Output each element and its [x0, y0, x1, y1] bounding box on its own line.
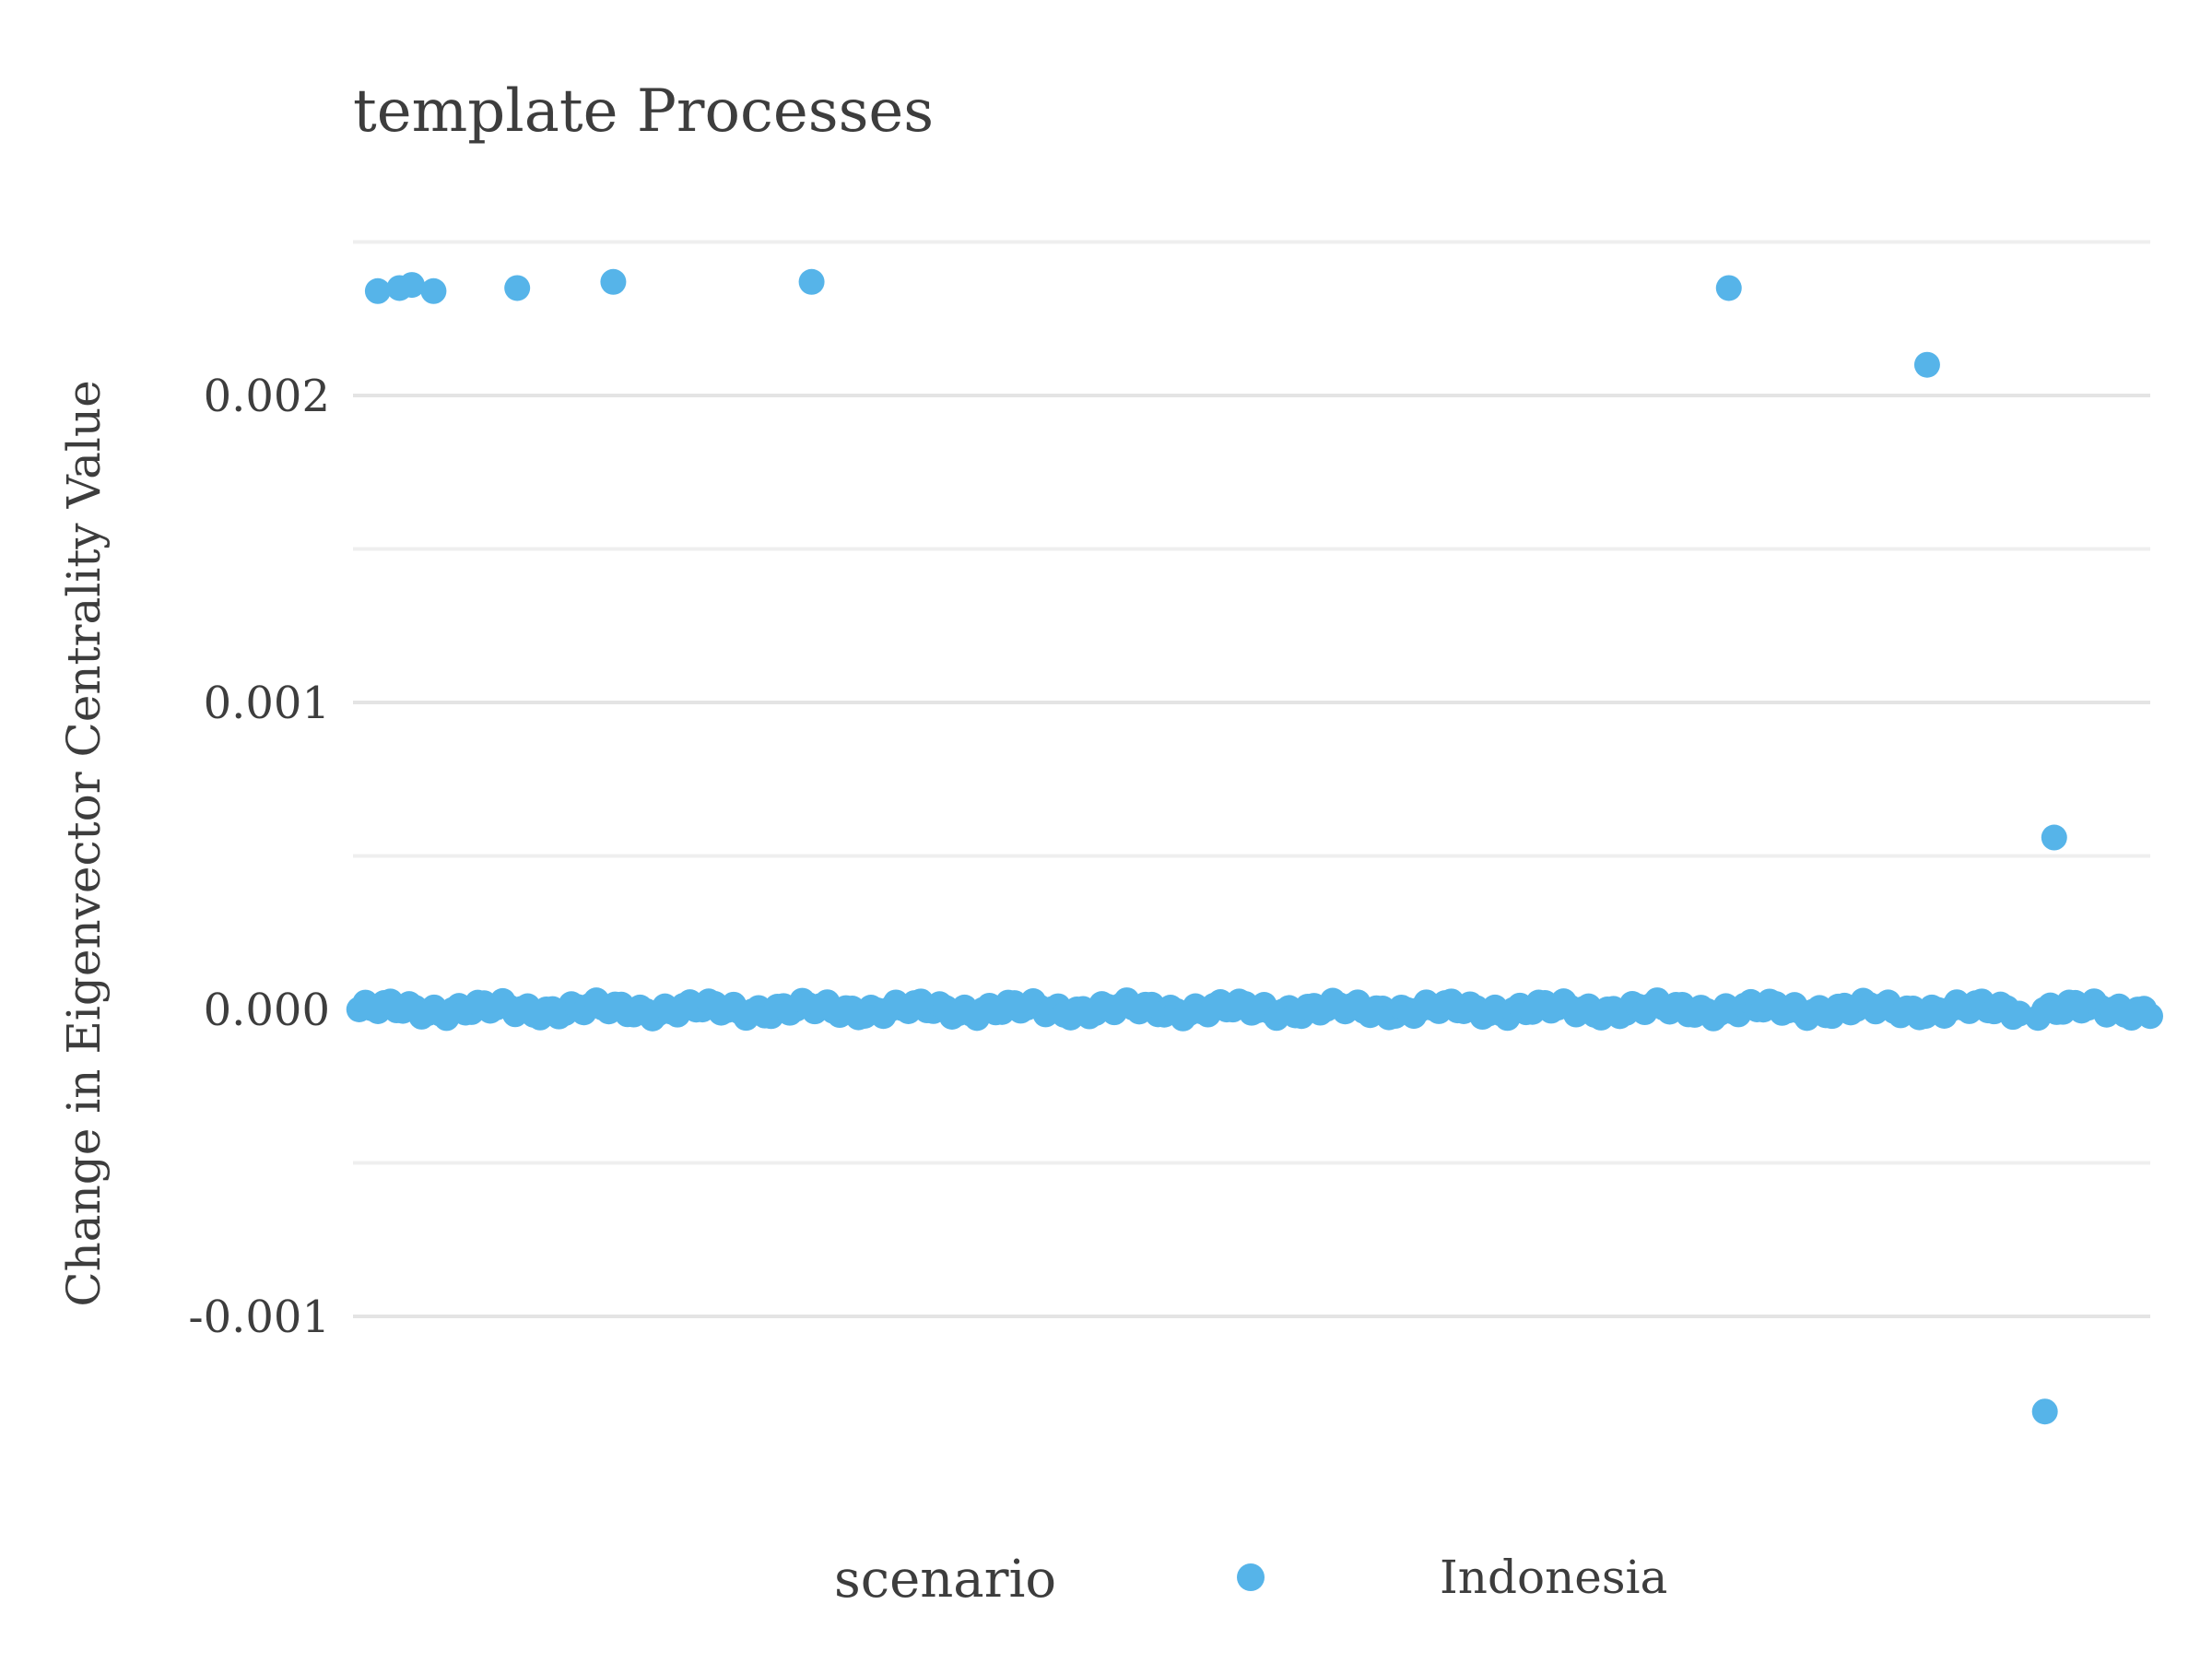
- data-point: [420, 277, 447, 304]
- data-point: [398, 272, 425, 299]
- data-point: [1913, 351, 1940, 378]
- data-point: [798, 268, 825, 295]
- legend-title: scenario: [834, 1550, 1056, 1610]
- legend-label-indonesia: Indonesia: [1440, 1551, 1667, 1604]
- y-axis-ticks: -0.001 0.000 0.001 0.002: [188, 371, 330, 1343]
- data-point-baseline: [2137, 1003, 2163, 1030]
- data-point: [600, 268, 627, 295]
- legend-swatch-indonesia: [1237, 1563, 1265, 1591]
- y-axis-label: Change in Eigenvector Centrality Value: [57, 380, 111, 1306]
- data-point: [504, 275, 531, 301]
- chart-title: template Processes: [353, 77, 934, 146]
- y-tick-label: 0.001: [204, 678, 330, 729]
- y-tick-label: 0.000: [204, 985, 330, 1036]
- data-point: [1715, 275, 1742, 301]
- points-layer: [346, 268, 2163, 1425]
- y-tick-label: 0.002: [204, 371, 330, 422]
- data-point: [2041, 824, 2067, 851]
- legend: scenario Indonesia: [834, 1550, 1667, 1610]
- data-point: [2031, 1398, 2058, 1425]
- data-point: [364, 277, 391, 304]
- grid-layer: [353, 240, 2150, 1318]
- y-tick-label: -0.001: [188, 1291, 330, 1343]
